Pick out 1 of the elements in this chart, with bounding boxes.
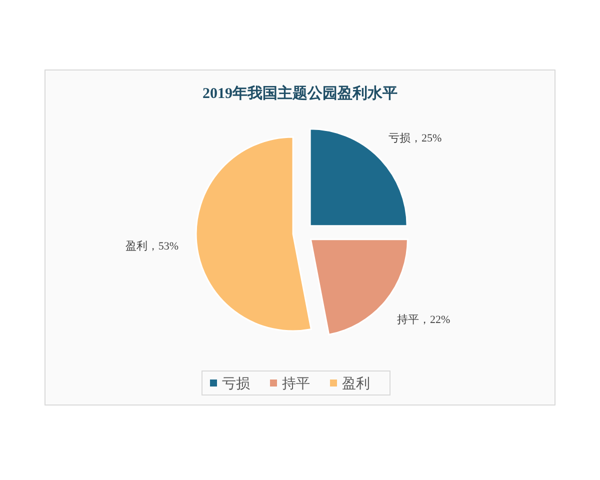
title: 2019年我国主题公园盈利水平: [202, 86, 398, 102]
